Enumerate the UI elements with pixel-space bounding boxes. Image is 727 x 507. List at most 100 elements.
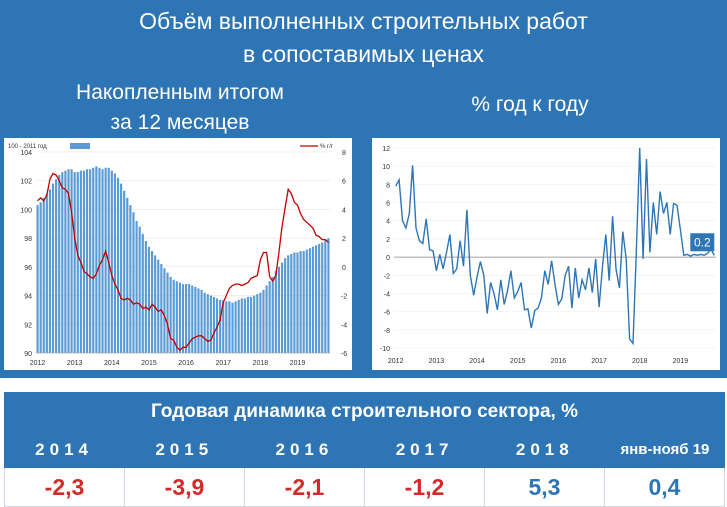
y-tick-label: 0 [386,255,390,262]
y-left-tick-label: 94 [24,294,32,301]
bar [126,197,129,353]
y-right-tick-label: -2 [341,294,347,301]
series-line-yoy [37,172,329,351]
bar [293,252,296,353]
bar [123,190,126,353]
bar [206,294,209,353]
title-line-2: в сопоставимых ценах [243,41,484,67]
bar [138,226,141,353]
y-tick-label: -2 [384,273,390,280]
y-tick-label: 2 [386,237,390,244]
bar [194,286,197,353]
value-cell: -3,9 [125,468,245,507]
y-tick-label: -4 [384,291,390,298]
year-cell: 2016 [275,440,334,459]
year-cell: 2018 [515,440,574,459]
bar [256,294,259,353]
y-tick-label: -8 [384,328,390,335]
y-right-tick-label: 4 [342,207,346,214]
y-left-tick-label: 98 [24,236,32,243]
x-tick-label: 2014 [469,358,485,365]
bar [324,239,327,353]
y-right-tick-label: -4 [341,322,347,329]
bar [129,205,132,353]
bar [160,263,163,353]
x-tick-label: 2018 [632,358,648,365]
bar [234,301,237,353]
divider [0,378,727,390]
bar [318,243,321,353]
series-line-yoy [395,147,715,346]
bar [92,167,95,353]
bar [76,172,79,353]
y-tick-label: 6 [386,201,390,208]
bar [163,268,166,353]
bar [55,179,58,353]
bar [222,299,225,353]
bar [321,242,324,353]
bar [132,212,135,353]
bar [58,174,61,353]
year-cell: 2015 [155,440,214,459]
bar [246,297,250,353]
bar [314,245,318,353]
bar [85,169,89,353]
x-tick-label: 2014 [104,360,120,367]
bar [265,285,268,353]
x-tick-label: 2018 [253,360,269,367]
legend-bars-label: 100 - 2011 год [8,144,47,150]
bar [89,169,92,353]
bar [209,295,212,353]
value-cell: -1,2 [365,468,485,507]
y-left-tick-label: 92 [24,322,32,329]
bar [271,276,274,353]
y-right-tick-label: 8 [342,150,346,157]
bar [225,301,228,353]
bar [113,173,116,353]
value-cell: -2,3 [4,468,125,507]
bar [237,299,240,353]
bar [169,276,172,353]
y-right-tick-label: 2 [342,236,346,243]
bar [280,262,284,353]
title-line-1: Объём выполненных строительных работ [139,8,588,34]
bar [135,220,138,353]
bar [327,238,330,353]
bar [191,285,194,353]
bar [262,289,265,353]
table-header: Годовая динамика строительного сектора, … [4,392,725,432]
bar [200,289,203,353]
data-label-box [690,233,715,252]
bar [141,233,144,353]
y-left-tick-label: 100 [20,207,32,214]
bar [203,292,206,353]
bar [311,246,315,353]
y-tick-label: 10 [382,164,390,171]
value-cell: 0,4 [605,468,725,507]
bar [219,299,222,353]
bar [274,271,277,353]
bar [185,284,188,353]
year-cell: 2017 [395,440,454,459]
bar [42,197,45,353]
bar [157,259,160,353]
bar [277,266,281,353]
bar [178,282,181,353]
left-chart-subtitle: Накопленным итогом за 12 месяцев [20,78,340,138]
right-chart-subtitle: % год к году [471,93,589,116]
bar [284,258,287,353]
bar [116,177,120,353]
bar [259,292,262,353]
x-tick-label: 2015 [510,358,526,365]
bar [305,249,308,353]
bar [48,189,52,353]
bar [150,251,154,353]
bar [172,279,175,353]
bar [302,251,305,353]
cumulative-chart: 100 - 2011 год % г/г 90 92 94 96 98 100 102 104 -6… [4,138,352,370]
bar [228,301,231,353]
left-subtitle-line-2: за 12 месяцев [110,111,250,134]
bar [64,170,67,353]
bar [181,284,185,353]
y-right-tick-label: -6 [341,351,347,358]
